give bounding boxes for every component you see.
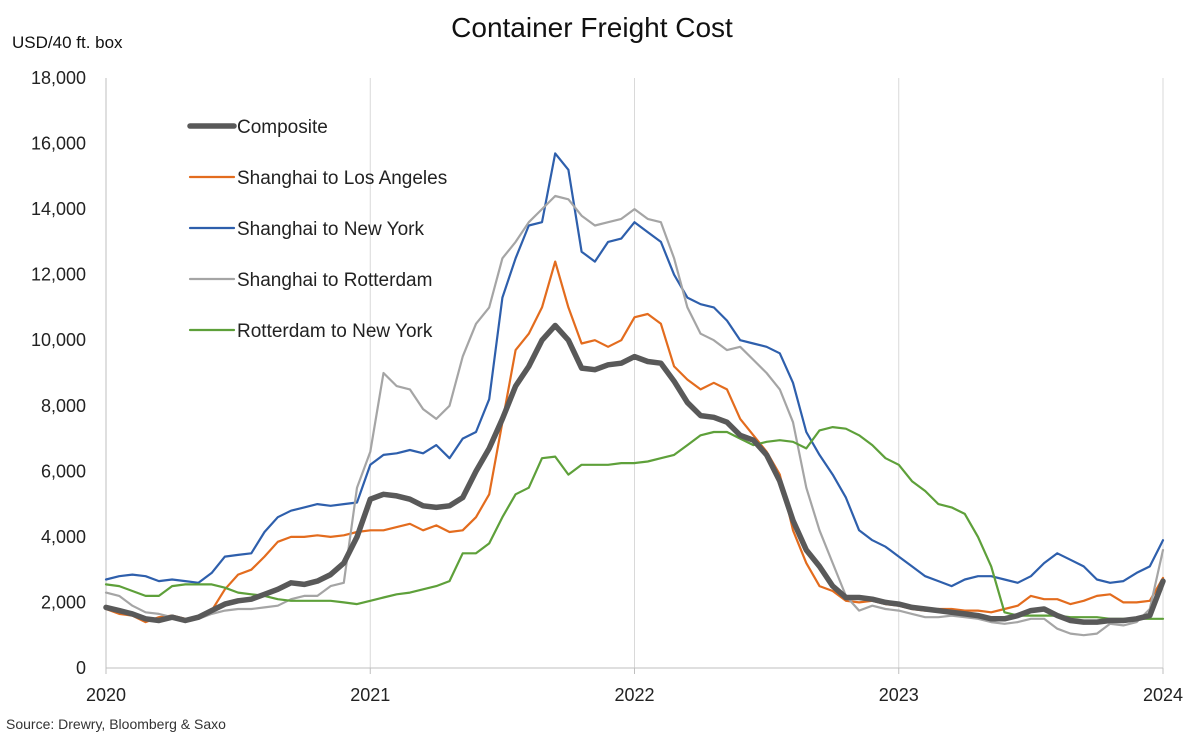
legend-label-shanghai-to-los-angeles: Shanghai to Los Angeles: [237, 168, 447, 189]
y-tick-label-8000: 8,000: [41, 396, 86, 416]
y-tick-label-10000: 10,000: [31, 330, 86, 350]
source-note: Source: Drewry, Bloomberg & Saxo: [6, 716, 226, 732]
y-tick-label-14000: 14,000: [31, 199, 86, 219]
y-tick-label-6000: 6,000: [41, 461, 86, 481]
y-tick-label-0: 0: [76, 658, 86, 678]
x-tick-label-2024: 2024: [1143, 685, 1183, 705]
legend-label-rotterdam-to-new-york: Rotterdam to New York: [237, 321, 433, 342]
x-tick-label-2022: 2022: [614, 685, 654, 705]
x-tick-label-2021: 2021: [350, 685, 390, 705]
y-tick-label-2000: 2,000: [41, 592, 86, 612]
legend-label-shanghai-to-new-york: Shanghai to New York: [237, 219, 424, 240]
legend-label-composite: Composite: [237, 117, 328, 138]
x-tick-label-2020: 2020: [86, 685, 126, 705]
series-line-shanghai-to-rotterdam: [104, 194, 1165, 637]
series-line-shanghai-to-los-angeles: [104, 260, 1165, 624]
series-line-shanghai-to-new-york: [104, 152, 1165, 588]
series-line-composite: [103, 322, 1166, 625]
y-tick-label-12000: 12,000: [31, 265, 86, 285]
legend-label-shanghai-to-rotterdam: Shanghai to Rotterdam: [237, 270, 432, 291]
x-tick-label-2023: 2023: [879, 685, 919, 705]
y-axis-unit-label: USD/40 ft. box: [12, 33, 123, 52]
y-tick-label-16000: 16,000: [31, 134, 86, 154]
y-tick-label-18000: 18,000: [31, 68, 86, 88]
chart-title: Container Freight Cost: [451, 12, 733, 43]
series-line-rotterdam-to-new-york: [104, 426, 1165, 620]
y-tick-label-4000: 4,000: [41, 527, 86, 547]
